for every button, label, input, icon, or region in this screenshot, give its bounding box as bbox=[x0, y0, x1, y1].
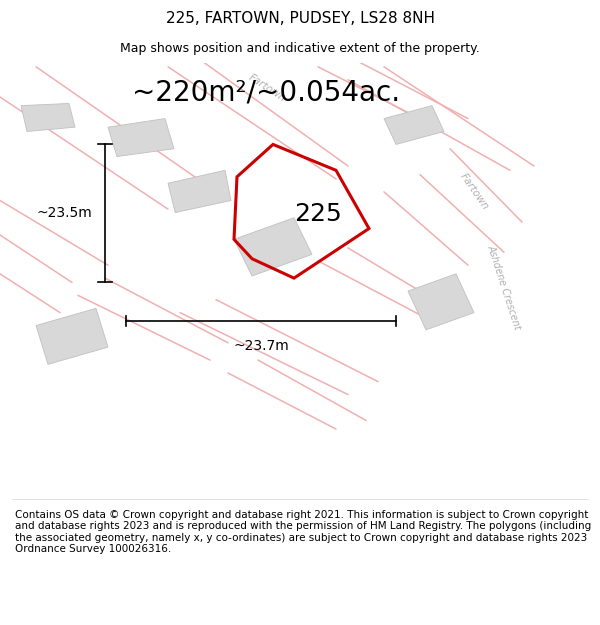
Text: Fartown: Fartown bbox=[247, 72, 287, 104]
Text: Ashdene Crescent: Ashdene Crescent bbox=[485, 243, 523, 331]
Polygon shape bbox=[384, 106, 444, 144]
Text: 225, FARTOWN, PUDSEY, LS28 8NH: 225, FARTOWN, PUDSEY, LS28 8NH bbox=[166, 11, 434, 26]
Polygon shape bbox=[408, 274, 474, 330]
Text: ~220m²/~0.054ac.: ~220m²/~0.054ac. bbox=[132, 79, 400, 107]
Text: ~23.5m: ~23.5m bbox=[36, 206, 92, 221]
Polygon shape bbox=[36, 308, 108, 364]
Text: 225: 225 bbox=[294, 202, 342, 226]
Text: Map shows position and indicative extent of the property.: Map shows position and indicative extent… bbox=[120, 42, 480, 55]
Text: ~23.7m: ~23.7m bbox=[233, 339, 289, 352]
Text: Contains OS data © Crown copyright and database right 2021. This information is : Contains OS data © Crown copyright and d… bbox=[15, 509, 591, 554]
Polygon shape bbox=[168, 170, 231, 212]
Polygon shape bbox=[21, 104, 75, 131]
Polygon shape bbox=[234, 217, 312, 276]
Polygon shape bbox=[108, 119, 174, 156]
Text: Fartown: Fartown bbox=[458, 172, 490, 212]
